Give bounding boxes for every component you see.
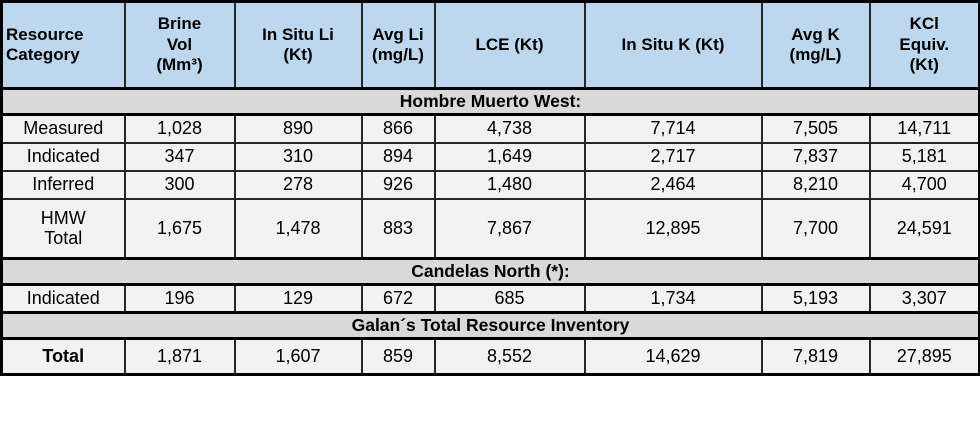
- cell-indicated-hmw-category: Indicated: [0, 141, 126, 172]
- row-hmw-total: HMW Total 1,675 1,478 883 7,867 12,895 7…: [0, 197, 980, 260]
- cell-total-kcl-equiv: 27,895: [868, 337, 980, 376]
- cell-indicated-candelas-avg-k: 5,193: [760, 283, 871, 314]
- section-title-candelas: Candelas North (*):: [0, 257, 980, 286]
- cell-indicated-candelas-lce: 685: [433, 283, 586, 314]
- col-header-in-situ-k: In Situ K (Kt): [583, 0, 763, 90]
- cell-total-lce: 8,552: [433, 337, 586, 376]
- row-total: Total 1,871 1,607 859 8,552 14,629 7,819…: [0, 337, 980, 376]
- cell-inferred-in-situ-k: 2,464: [583, 169, 763, 200]
- col-header-avg-li: Avg Li (mg/L): [360, 0, 436, 90]
- cell-hmw-total-avg-li: 883: [360, 197, 436, 260]
- cell-measured-brine-vol: 1,028: [123, 113, 236, 144]
- cell-indicated-candelas-brine-vol: 196: [123, 283, 236, 314]
- cell-total-in-situ-li: 1,607: [233, 337, 363, 376]
- section-title-hmw: Hombre Muerto West:: [0, 87, 980, 116]
- cell-inferred-brine-vol: 300: [123, 169, 236, 200]
- cell-indicated-hmw-in-situ-k: 2,717: [583, 141, 763, 172]
- col-header-brine-vol: Brine Vol (Mm³): [123, 0, 236, 90]
- row-indicated-candelas: Indicated 196 129 672 685 1,734 5,193 3,…: [0, 283, 980, 314]
- cell-measured-avg-k: 7,505: [760, 113, 871, 144]
- cell-inferred-in-situ-li: 278: [233, 169, 363, 200]
- cell-inferred-category: Inferred: [0, 169, 126, 200]
- cell-indicated-candelas-avg-li: 672: [360, 283, 436, 314]
- cell-total-avg-k: 7,819: [760, 337, 871, 376]
- cell-indicated-candelas-in-situ-li: 129: [233, 283, 363, 314]
- cell-inferred-avg-li: 926: [360, 169, 436, 200]
- section-title-galan: Galan´s Total Resource Inventory: [0, 311, 980, 340]
- cell-measured-lce: 4,738: [433, 113, 586, 144]
- cell-hmw-total-lce: 7,867: [433, 197, 586, 260]
- section-header-galan-total: Galan´s Total Resource Inventory: [0, 311, 980, 340]
- row-measured: Measured 1,028 890 866 4,738 7,714 7,505…: [0, 113, 980, 144]
- row-indicated-hmw: Indicated 347 310 894 1,649 2,717 7,837 …: [0, 141, 980, 172]
- cell-indicated-hmw-kcl-equiv: 5,181: [868, 141, 980, 172]
- section-header-hombre-muerto-west: Hombre Muerto West:: [0, 87, 980, 116]
- col-header-avg-k: Avg K (mg/L): [760, 0, 871, 90]
- cell-measured-kcl-equiv: 14,711: [868, 113, 980, 144]
- cell-indicated-candelas-in-situ-k: 1,734: [583, 283, 763, 314]
- section-header-candelas-north: Candelas North (*):: [0, 257, 980, 286]
- cell-total-avg-li: 859: [360, 337, 436, 376]
- cell-measured-in-situ-li: 890: [233, 113, 363, 144]
- cell-indicated-hmw-avg-li: 894: [360, 141, 436, 172]
- cell-hmw-total-in-situ-li: 1,478: [233, 197, 363, 260]
- cell-total-in-situ-k: 14,629: [583, 337, 763, 376]
- cell-hmw-total-kcl-equiv: 24,591: [868, 197, 980, 260]
- cell-indicated-hmw-brine-vol: 347: [123, 141, 236, 172]
- col-header-lce: LCE (Kt): [433, 0, 586, 90]
- cell-hmw-total-avg-k: 7,700: [760, 197, 871, 260]
- cell-indicated-hmw-avg-k: 7,837: [760, 141, 871, 172]
- cell-indicated-hmw-in-situ-li: 310: [233, 141, 363, 172]
- col-header-kcl-equiv: KCl Equiv. (Kt): [868, 0, 980, 90]
- cell-inferred-avg-k: 8,210: [760, 169, 871, 200]
- cell-hmw-total-brine-vol: 1,675: [123, 197, 236, 260]
- cell-total-brine-vol: 1,871: [123, 337, 236, 376]
- cell-measured-in-situ-k: 7,714: [583, 113, 763, 144]
- col-header-in-situ-li: In Situ Li (Kt): [233, 0, 363, 90]
- cell-hmw-total-category: HMW Total: [0, 197, 126, 260]
- cell-indicated-candelas-kcl-equiv: 3,307: [868, 283, 980, 314]
- cell-inferred-lce: 1,480: [433, 169, 586, 200]
- cell-total-category: Total: [0, 337, 126, 376]
- header-row: Resource Category Brine Vol (Mm³) In Sit…: [0, 0, 980, 90]
- cell-measured-avg-li: 866: [360, 113, 436, 144]
- resource-inventory-table: Resource Category Brine Vol (Mm³) In Sit…: [0, 0, 980, 376]
- row-inferred: Inferred 300 278 926 1,480 2,464 8,210 4…: [0, 169, 980, 200]
- col-header-resource-category: Resource Category: [0, 0, 126, 90]
- cell-indicated-candelas-category: Indicated: [0, 283, 126, 314]
- cell-inferred-kcl-equiv: 4,700: [868, 169, 980, 200]
- cell-hmw-total-in-situ-k: 12,895: [583, 197, 763, 260]
- cell-measured-category: Measured: [0, 113, 126, 144]
- cell-indicated-hmw-lce: 1,649: [433, 141, 586, 172]
